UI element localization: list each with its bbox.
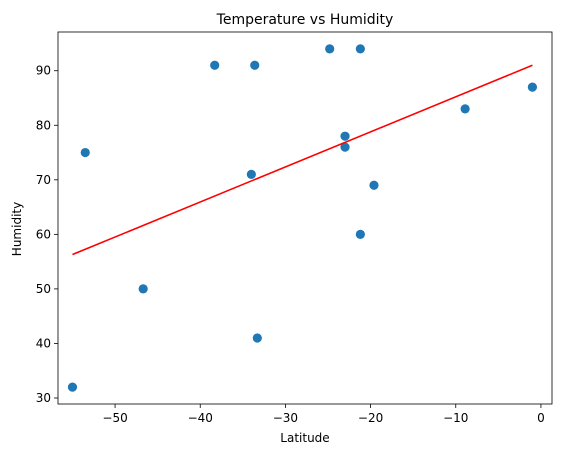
data-point xyxy=(210,60,220,70)
chart-title: Temperature vs Humidity xyxy=(216,12,394,28)
data-point xyxy=(80,147,90,158)
y-tick-label: 40 xyxy=(36,336,51,350)
y-axis: 30 40 50 60 70 80 90 xyxy=(36,64,58,405)
data-point xyxy=(369,180,379,190)
data-point xyxy=(325,44,335,54)
x-axis: −50 −40 −30 −20 −10 0 xyxy=(102,404,545,425)
x-tick-label: −20 xyxy=(358,411,383,425)
data-point xyxy=(340,131,350,141)
x-tick-label: −40 xyxy=(188,411,213,425)
data-point xyxy=(246,169,256,179)
y-tick-label: 50 xyxy=(36,282,51,296)
plot-area xyxy=(67,44,538,392)
x-tick-label: 0 xyxy=(537,411,545,425)
regression-line xyxy=(72,64,533,256)
data-point xyxy=(138,284,148,294)
data-point xyxy=(460,104,470,114)
x-tick-label: −30 xyxy=(273,411,298,425)
data-point xyxy=(355,44,365,54)
data-point xyxy=(67,382,78,392)
y-tick-label: 70 xyxy=(36,173,51,187)
x-tick-label: −10 xyxy=(443,411,468,425)
data-point xyxy=(527,82,538,92)
data-point xyxy=(355,229,365,239)
y-axis-label: Humidity xyxy=(10,202,24,256)
x-tick-label: −50 xyxy=(102,411,127,425)
x-axis-label: Latitude xyxy=(280,431,329,445)
y-tick-label: 90 xyxy=(36,64,51,78)
data-point xyxy=(252,333,262,343)
data-point xyxy=(250,60,260,70)
y-tick-label: 80 xyxy=(36,118,51,132)
y-tick-label: 60 xyxy=(36,227,51,241)
plot-frame xyxy=(57,31,553,405)
y-tick-label: 30 xyxy=(36,391,51,405)
data-point xyxy=(340,142,350,152)
